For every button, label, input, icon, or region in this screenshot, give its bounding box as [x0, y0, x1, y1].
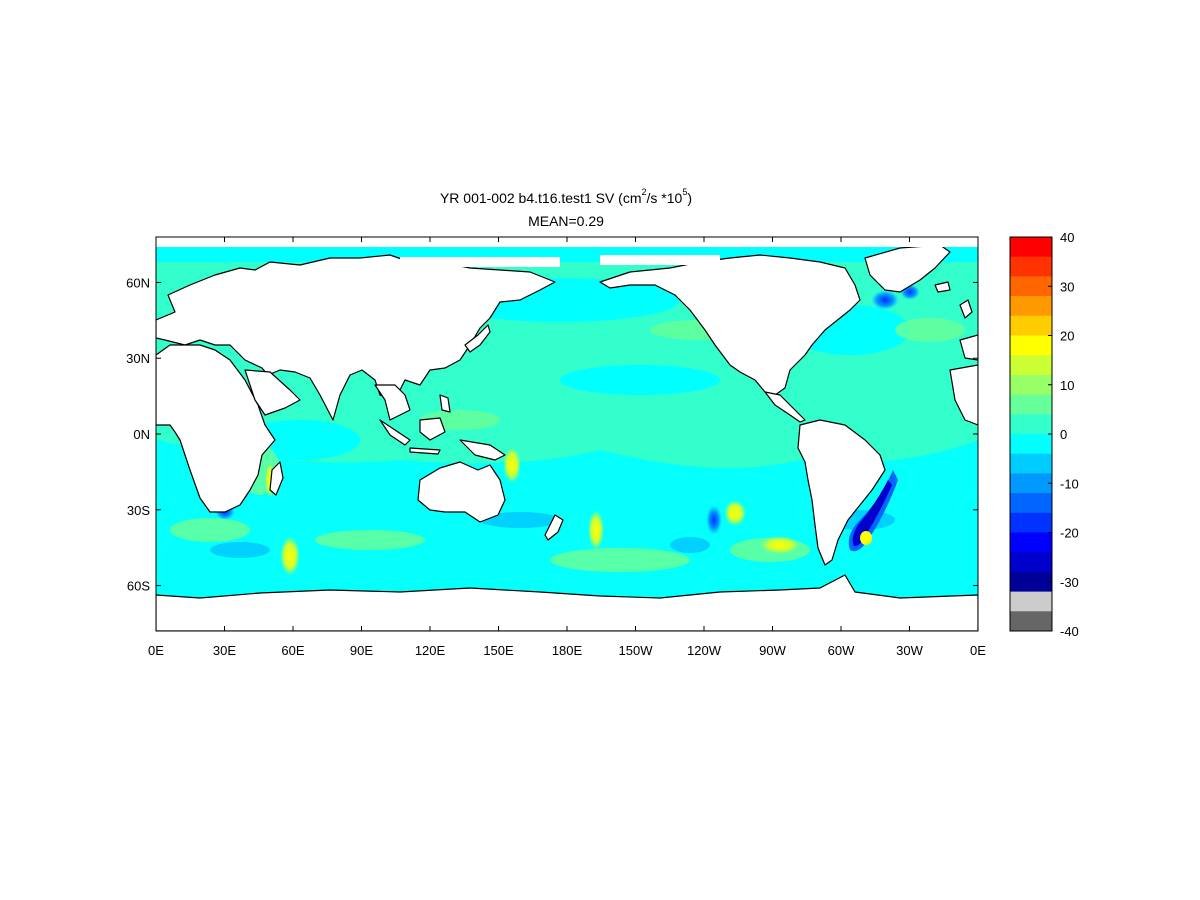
- yellow-anomaly-6: [760, 536, 800, 554]
- lon-tick-label: 120E: [415, 643, 446, 658]
- west-africa-edge: [949, 364, 978, 426]
- colorbar: [1009, 236, 1053, 632]
- colorbar-swatch: [1010, 591, 1052, 612]
- java: [409, 447, 441, 455]
- new-guinea: [459, 439, 506, 461]
- colorbar-swatch: [1010, 315, 1052, 336]
- south-america: [797, 419, 886, 566]
- title-suffix: ): [687, 190, 693, 206]
- colorbar-label: -40: [1060, 624, 1079, 639]
- yellow-anomaly-3: [588, 510, 604, 550]
- title-middle: /s *10: [646, 190, 683, 206]
- central-america: [764, 391, 806, 423]
- title-prefix: YR 001-002 b4.t16.test1 SV (cm: [439, 190, 642, 206]
- colorbar-label: 30: [1060, 279, 1074, 294]
- colorbar-labels: 40 30 20 10 0 -10 -20 -30 -40: [1048, 230, 1079, 639]
- lat-tick-label: 60N: [126, 275, 150, 290]
- indochina: [374, 384, 411, 421]
- confluence-feature: [848, 470, 898, 552]
- map-area: [156, 237, 978, 631]
- lon-tick-label: 150W: [619, 643, 654, 658]
- lon-tick-label: 60E: [281, 643, 304, 658]
- colorbar-swatch: [1010, 335, 1052, 356]
- colorbar-swatch: [1010, 414, 1052, 435]
- philippines: [439, 394, 451, 413]
- latitude-axis: 60N 30N 0N 30S 60S: [126, 275, 978, 594]
- title-sup2: 5: [682, 187, 688, 198]
- blue-anomaly-3: [871, 290, 899, 310]
- yellow-anomaly-2: [503, 447, 521, 483]
- longitude-axis: 0E 30E 60E 90E 120E 150E 180E 150W 120W 90W 60W 30W…: [148, 237, 986, 658]
- colorbar-label: 0: [1060, 427, 1067, 442]
- colorbar-label: 40: [1060, 230, 1074, 245]
- colorbar-swatch: [1010, 296, 1052, 317]
- colorbar-swatch: [1010, 571, 1052, 593]
- lon-tick-label: 0E: [970, 643, 986, 658]
- eurasia: [156, 254, 556, 421]
- lon-tick-label: 30W: [896, 643, 923, 658]
- colorbar-swatch: [1010, 394, 1052, 415]
- lat-tick-label: 60S: [127, 579, 150, 594]
- british-isles: [959, 299, 973, 319]
- chart-title: YR 001-002 b4.t16.test1 SV (cm2/s *105): [0, 187, 1132, 206]
- japan: [464, 324, 491, 353]
- lat-tick-label: 30S: [127, 503, 150, 518]
- new-zealand: [544, 514, 564, 541]
- land: [156, 244, 978, 631]
- colorbar-label: 20: [1060, 329, 1074, 344]
- chart-subtitle: MEAN=0.29: [528, 213, 604, 229]
- iceland: [934, 281, 951, 293]
- colorbar-label: -30: [1060, 575, 1079, 590]
- lon-tick-label: 30E: [213, 643, 236, 658]
- colorbar-swatch: [1010, 552, 1052, 573]
- antarctica: [156, 574, 978, 631]
- lon-tick-label: 120W: [687, 643, 722, 658]
- australia: [417, 461, 506, 523]
- lat-tick-label: 30N: [126, 351, 150, 366]
- lon-tick-label: 60W: [828, 643, 855, 658]
- africa: [156, 344, 276, 513]
- colorbar-label: -20: [1060, 526, 1079, 541]
- lat-tick-label: 0N: [133, 427, 150, 442]
- colorbar-swatch: [1010, 473, 1052, 494]
- lon-tick-label: 150E: [483, 643, 514, 658]
- colorbar-swatch: [1010, 374, 1052, 396]
- sumatra: [379, 419, 411, 446]
- colorbar-label: 10: [1060, 378, 1074, 393]
- north-america: [599, 254, 861, 396]
- colorbar-swatch: [1010, 493, 1052, 514]
- lon-tick-label: 90W: [759, 643, 786, 658]
- iberia: [959, 334, 978, 361]
- lon-tick-label: 90E: [350, 643, 373, 658]
- title-sup1: 2: [641, 187, 647, 198]
- colorbar-swatch: [1010, 611, 1052, 632]
- madagascar: [269, 461, 284, 496]
- lon-tick-label: 0E: [148, 643, 164, 658]
- colorbar-swatch: [1010, 256, 1052, 277]
- borneo: [419, 417, 446, 441]
- arabia: [244, 369, 301, 416]
- colorbar-swatch: [1010, 434, 1052, 455]
- yellow-anomaly-4: [724, 500, 746, 526]
- colorbar-swatch: [1010, 237, 1052, 258]
- colorbar-swatch: [1010, 355, 1052, 376]
- blue-anomaly-1: [706, 505, 722, 535]
- colorbar-swatch: [1010, 512, 1052, 533]
- colorbar-swatch: [1010, 276, 1052, 297]
- lon-tick-label: 180E: [552, 643, 583, 658]
- colorbar-swatch: [1010, 453, 1052, 474]
- colorbar-swatch: [1010, 532, 1052, 553]
- colorbar-label: -10: [1060, 476, 1079, 491]
- yellow-anomaly-1: [280, 536, 300, 576]
